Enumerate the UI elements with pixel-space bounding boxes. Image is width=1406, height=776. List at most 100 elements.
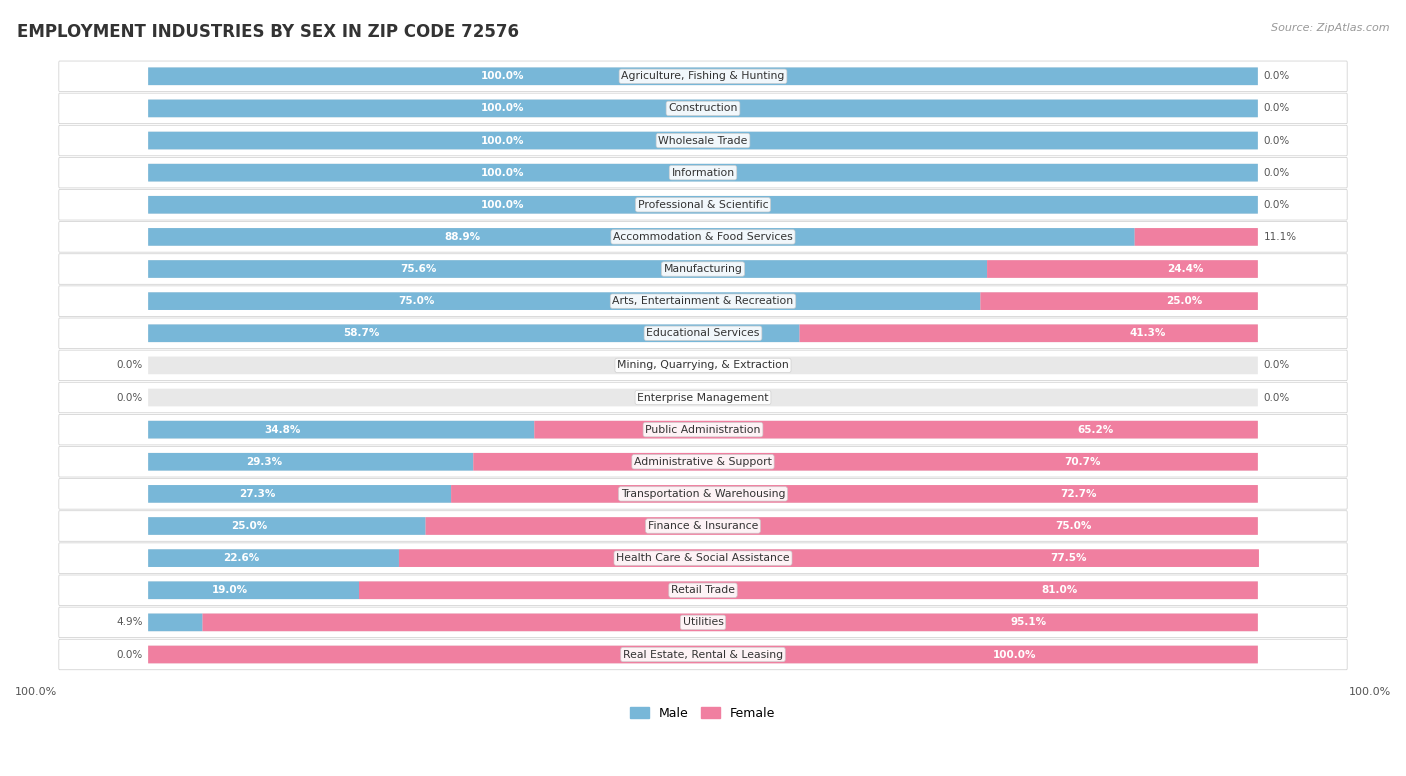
FancyBboxPatch shape — [148, 517, 1258, 535]
Text: 0.0%: 0.0% — [1264, 360, 1289, 370]
FancyBboxPatch shape — [59, 125, 1347, 156]
FancyBboxPatch shape — [148, 228, 1258, 246]
Text: 0.0%: 0.0% — [1264, 168, 1289, 178]
FancyBboxPatch shape — [980, 293, 1258, 310]
Text: 100.0%: 100.0% — [1348, 687, 1391, 697]
Text: 0.0%: 0.0% — [117, 393, 142, 403]
Text: 100.0%: 100.0% — [993, 650, 1036, 660]
Text: 58.7%: 58.7% — [343, 328, 380, 338]
FancyBboxPatch shape — [59, 479, 1347, 509]
Text: Utilities: Utilities — [682, 618, 724, 627]
Text: 88.9%: 88.9% — [444, 232, 481, 242]
Text: 22.6%: 22.6% — [224, 553, 260, 563]
FancyBboxPatch shape — [148, 646, 1258, 663]
Text: 100.0%: 100.0% — [481, 103, 524, 113]
FancyBboxPatch shape — [474, 453, 1258, 470]
FancyBboxPatch shape — [148, 324, 800, 342]
FancyBboxPatch shape — [148, 517, 426, 535]
FancyBboxPatch shape — [59, 607, 1347, 638]
FancyBboxPatch shape — [148, 389, 1258, 407]
FancyBboxPatch shape — [202, 614, 1258, 631]
FancyBboxPatch shape — [800, 324, 1258, 342]
FancyBboxPatch shape — [148, 646, 1258, 663]
FancyBboxPatch shape — [59, 61, 1347, 92]
FancyBboxPatch shape — [59, 543, 1347, 573]
Text: 0.0%: 0.0% — [1264, 199, 1289, 210]
FancyBboxPatch shape — [148, 614, 202, 631]
FancyBboxPatch shape — [148, 485, 1258, 503]
FancyBboxPatch shape — [59, 93, 1347, 123]
FancyBboxPatch shape — [59, 222, 1347, 252]
Text: 100.0%: 100.0% — [481, 199, 524, 210]
Text: 0.0%: 0.0% — [1264, 103, 1289, 113]
FancyBboxPatch shape — [148, 421, 534, 438]
Text: 95.1%: 95.1% — [1011, 618, 1047, 627]
Text: Transportation & Warehousing: Transportation & Warehousing — [621, 489, 785, 499]
Text: Retail Trade: Retail Trade — [671, 585, 735, 595]
FancyBboxPatch shape — [148, 581, 1258, 599]
FancyBboxPatch shape — [148, 68, 1258, 85]
Text: 4.9%: 4.9% — [117, 618, 142, 627]
FancyBboxPatch shape — [399, 549, 1258, 567]
Text: 27.3%: 27.3% — [239, 489, 276, 499]
Text: 0.0%: 0.0% — [1264, 71, 1289, 81]
Legend: Male, Female: Male, Female — [626, 702, 780, 725]
Text: 29.3%: 29.3% — [246, 457, 281, 466]
FancyBboxPatch shape — [426, 517, 1258, 535]
Text: Professional & Scientific: Professional & Scientific — [638, 199, 768, 210]
FancyBboxPatch shape — [148, 196, 1258, 213]
FancyBboxPatch shape — [59, 446, 1347, 477]
FancyBboxPatch shape — [148, 228, 1135, 246]
Text: Manufacturing: Manufacturing — [664, 264, 742, 274]
FancyBboxPatch shape — [148, 614, 1258, 631]
FancyBboxPatch shape — [148, 132, 1258, 149]
Text: Arts, Entertainment & Recreation: Arts, Entertainment & Recreation — [613, 296, 793, 307]
Text: Wholesale Trade: Wholesale Trade — [658, 136, 748, 146]
FancyBboxPatch shape — [1135, 228, 1258, 246]
FancyBboxPatch shape — [451, 485, 1258, 503]
FancyBboxPatch shape — [59, 318, 1347, 348]
FancyBboxPatch shape — [59, 511, 1347, 542]
FancyBboxPatch shape — [59, 414, 1347, 445]
FancyBboxPatch shape — [148, 293, 1258, 310]
Text: Public Administration: Public Administration — [645, 424, 761, 435]
Text: Educational Services: Educational Services — [647, 328, 759, 338]
Text: Administrative & Support: Administrative & Support — [634, 457, 772, 466]
Text: Agriculture, Fishing & Hunting: Agriculture, Fishing & Hunting — [621, 71, 785, 81]
FancyBboxPatch shape — [534, 421, 1258, 438]
FancyBboxPatch shape — [148, 260, 987, 278]
Text: 41.3%: 41.3% — [1130, 328, 1166, 338]
FancyBboxPatch shape — [148, 99, 1258, 117]
Text: 25.0%: 25.0% — [232, 521, 267, 531]
FancyBboxPatch shape — [148, 453, 1258, 470]
Text: Accommodation & Food Services: Accommodation & Food Services — [613, 232, 793, 242]
Text: EMPLOYMENT INDUSTRIES BY SEX IN ZIP CODE 72576: EMPLOYMENT INDUSTRIES BY SEX IN ZIP CODE… — [17, 23, 519, 41]
Text: Enterprise Management: Enterprise Management — [637, 393, 769, 403]
FancyBboxPatch shape — [59, 286, 1347, 317]
Text: 100.0%: 100.0% — [481, 71, 524, 81]
Text: 0.0%: 0.0% — [1264, 393, 1289, 403]
FancyBboxPatch shape — [148, 164, 1258, 182]
FancyBboxPatch shape — [59, 189, 1347, 220]
Text: 11.1%: 11.1% — [1264, 232, 1296, 242]
FancyBboxPatch shape — [359, 581, 1258, 599]
Text: 70.7%: 70.7% — [1064, 457, 1101, 466]
Text: 25.0%: 25.0% — [1166, 296, 1202, 307]
FancyBboxPatch shape — [148, 164, 1258, 182]
FancyBboxPatch shape — [59, 639, 1347, 670]
Text: 19.0%: 19.0% — [211, 585, 247, 595]
Text: 72.7%: 72.7% — [1060, 489, 1097, 499]
Text: 100.0%: 100.0% — [15, 687, 58, 697]
FancyBboxPatch shape — [148, 99, 1258, 117]
Text: 34.8%: 34.8% — [264, 424, 301, 435]
FancyBboxPatch shape — [148, 453, 474, 470]
FancyBboxPatch shape — [148, 421, 1258, 438]
Text: 75.0%: 75.0% — [398, 296, 434, 307]
Text: 100.0%: 100.0% — [481, 168, 524, 178]
FancyBboxPatch shape — [148, 132, 1258, 149]
Text: 77.5%: 77.5% — [1050, 553, 1087, 563]
Text: 24.4%: 24.4% — [1167, 264, 1204, 274]
Text: 75.0%: 75.0% — [1054, 521, 1091, 531]
Text: Information: Information — [672, 168, 734, 178]
Text: Real Estate, Rental & Leasing: Real Estate, Rental & Leasing — [623, 650, 783, 660]
